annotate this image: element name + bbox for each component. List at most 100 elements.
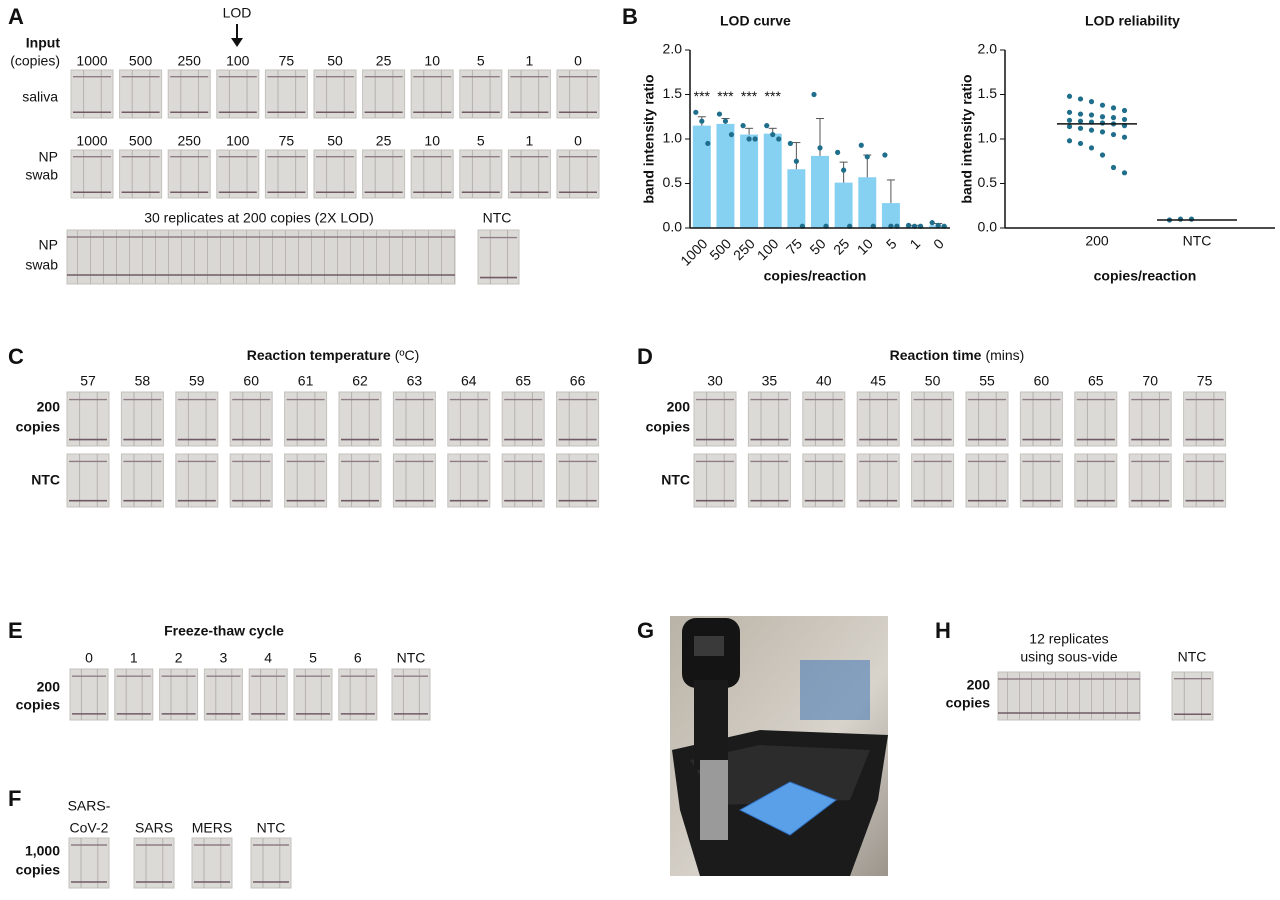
- condition-label: 1: [130, 650, 138, 666]
- test-strip: [284, 391, 328, 447]
- strip-body: [175, 453, 219, 508]
- y-tick-label: 0.5: [978, 174, 998, 190]
- copies-label: 0: [574, 53, 582, 69]
- photo-container-inner: [690, 745, 870, 805]
- strip-body: [229, 391, 273, 447]
- bar: [858, 177, 877, 228]
- strip-body: [338, 668, 378, 721]
- x-axis-label: copies/reaction: [764, 268, 867, 284]
- test-strip: [159, 668, 199, 721]
- strip-body: [159, 668, 199, 721]
- test-strip: [264, 149, 308, 199]
- photo-device-body: [694, 680, 728, 770]
- row-label: 200: [37, 399, 61, 415]
- test-strip: [556, 149, 600, 199]
- condition-label: 58: [135, 373, 151, 389]
- test-strip: [459, 69, 503, 119]
- data-point: [1121, 134, 1128, 140]
- copies-label: 50: [327, 133, 343, 149]
- significance: ***: [741, 88, 758, 104]
- y-tick-label: 2.0: [663, 41, 683, 57]
- target-label: NTC: [257, 820, 286, 836]
- condition-label: 35: [762, 373, 778, 389]
- test-strip: [120, 391, 164, 447]
- test-strip: [229, 391, 273, 447]
- copies-label: 0: [574, 133, 582, 149]
- data-point: [858, 142, 864, 148]
- condition-label: 60: [243, 373, 259, 389]
- copies-label: 1000: [76, 53, 107, 69]
- data-point: [1077, 140, 1084, 147]
- strip-body: [1128, 391, 1172, 447]
- strip-body: [119, 69, 163, 119]
- strip-body: [175, 391, 219, 447]
- test-strip: [447, 453, 491, 508]
- data-point: [1077, 118, 1084, 124]
- x-tick-label: 1: [906, 235, 923, 252]
- data-point: [728, 131, 735, 138]
- test-strip: [501, 453, 545, 508]
- section-title: Freeze-thaw cycle: [164, 623, 284, 639]
- test-strip: [119, 69, 163, 119]
- copies-label: 500: [129, 53, 153, 69]
- strip-body: [501, 453, 545, 508]
- test-strip: [965, 391, 1009, 447]
- condition-label: 62: [352, 373, 368, 389]
- test-strip: [338, 668, 378, 721]
- title-unit: (mins): [985, 347, 1024, 363]
- strip-body: [119, 149, 163, 199]
- test-strip: [556, 69, 600, 119]
- test-strip: [216, 69, 260, 119]
- data-point: [835, 149, 841, 155]
- data-point: [740, 123, 746, 129]
- condition-label: 65: [515, 373, 531, 389]
- test-strip: [911, 391, 955, 447]
- panel-letter: A: [8, 4, 24, 29]
- data-point: [764, 123, 770, 129]
- data-point: [1088, 112, 1095, 118]
- y-tick-label: 1.5: [978, 85, 998, 101]
- copies-label: 25: [376, 133, 392, 149]
- strip-body: [965, 453, 1009, 508]
- strip-body: [556, 453, 600, 508]
- data-point: [716, 111, 723, 117]
- condition-label: 4: [264, 650, 272, 666]
- strip-body: [120, 391, 164, 447]
- test-strip: [70, 69, 114, 119]
- panel-letter: H: [935, 618, 951, 643]
- x-tick-label: NTC: [1183, 233, 1212, 249]
- strip-body: [1074, 391, 1118, 447]
- test-strip: [911, 453, 955, 508]
- significance: ***: [694, 88, 711, 104]
- strip-body: [410, 69, 454, 119]
- test-strip: [1019, 453, 1063, 508]
- strip-body: [747, 453, 791, 508]
- y-axis-label: band intensity ratio: [959, 74, 975, 203]
- bar: [881, 203, 900, 228]
- strip-body: [1019, 391, 1063, 447]
- strip-body: [66, 391, 110, 447]
- data-point: [787, 140, 793, 147]
- row-label: NTC: [31, 472, 60, 488]
- test-strip: [447, 391, 491, 447]
- data-point: [1088, 127, 1095, 133]
- strip-body: [216, 69, 260, 119]
- data-point: [1110, 164, 1117, 171]
- y-tick-label: 1.0: [978, 130, 998, 146]
- test-strip: [391, 668, 431, 721]
- data-point: [746, 136, 752, 142]
- data-point: [693, 109, 699, 115]
- section-title: Reaction time (mins): [890, 347, 1025, 363]
- data-point: [1188, 216, 1195, 222]
- strip-body: [313, 69, 357, 119]
- condition-label: 57: [80, 373, 96, 389]
- x-tick-label: 25: [830, 235, 852, 257]
- photo-device-shaft: [700, 760, 728, 840]
- strip-body: [114, 668, 154, 721]
- condition-label: 0: [85, 650, 93, 666]
- data-point: [1099, 120, 1106, 126]
- row-label: copies: [16, 697, 61, 713]
- strip-body: [362, 149, 406, 199]
- copies-label: 5: [477, 133, 485, 149]
- test-strip: [66, 453, 110, 508]
